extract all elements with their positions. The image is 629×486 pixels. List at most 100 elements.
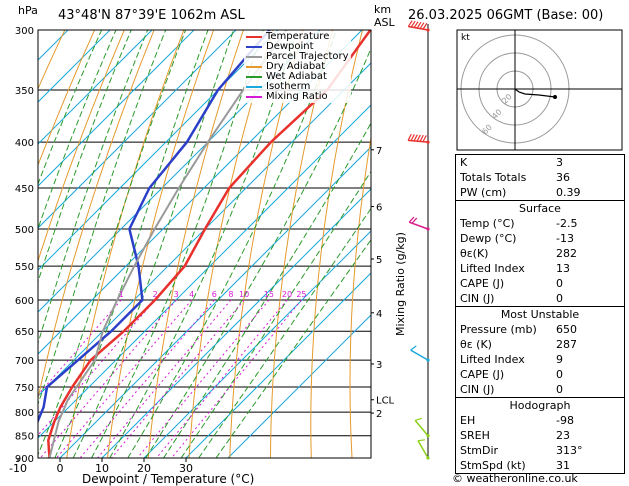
legend-label: Parcel Trajectory (266, 51, 349, 62)
dry-adiabat-line (310, 30, 363, 458)
mixing-ratio-line (38, 299, 156, 436)
legend-item: Wet Adiabat (246, 72, 349, 82)
stat-label: Totals Totals (460, 171, 527, 184)
km-tick-label: 4 (376, 309, 382, 320)
dry-adiabat-line (38, 30, 95, 167)
stat-row: θε (K) 287 (456, 337, 624, 352)
stat-value: -98 (556, 414, 574, 427)
stat-row: Lifted Index 9 (456, 352, 624, 367)
pressure-tick-label: 650 (15, 327, 34, 338)
legend-item: Temperature (246, 32, 349, 42)
isotherm-line (38, 104, 371, 439)
hodograph-units-label: kt (461, 33, 470, 43)
pressure-unit-label: hPa (18, 4, 38, 17)
stat-row: Lifted Index 13 (456, 261, 624, 276)
stat-value: 0 (556, 368, 563, 381)
isotherm-line (143, 230, 371, 458)
legend-label: Isotherm (266, 81, 311, 92)
stat-label: PW (cm) (460, 186, 507, 199)
wind-barb (417, 439, 430, 460)
temperature-tick-label: -10 (9, 462, 27, 475)
mixing-ratio-label: 3 (174, 290, 179, 299)
stat-value: 0 (556, 383, 563, 396)
stat-label: CAPE (J) (460, 368, 505, 381)
stat-row: StmDir 313° (456, 443, 624, 458)
wind-barb (407, 133, 430, 144)
stat-value: 0.39 (556, 186, 581, 199)
mixing-ratio-line (137, 299, 270, 458)
stat-label: Dewp (°C) (460, 232, 517, 245)
stat-value: 282 (556, 247, 577, 260)
legend-label: Dewpoint (266, 41, 314, 52)
km-tick-label: LCL (376, 396, 395, 407)
stat-value: 23 (556, 429, 570, 442)
pressure-tick-label: 400 (15, 138, 34, 149)
temperature-tick-label: 30 (179, 462, 193, 475)
mixing-ratio-line (39, 299, 177, 458)
wet-adiabat-line (145, 47, 371, 458)
x-axis-label: Dewpoint / Temperature (°C) (82, 472, 255, 486)
stat-value: 3 (556, 156, 563, 169)
stat-row: EH -98 (456, 413, 624, 428)
legend-label: Wet Adiabat (266, 71, 327, 82)
stat-value: 9 (556, 353, 563, 366)
km-tick-label: 2 (376, 409, 382, 420)
mixing-ratio-label: 15 (264, 290, 274, 299)
pressure-tick-label: 450 (15, 184, 34, 195)
mixing-ratio-line (97, 299, 232, 458)
mixing-ratio-label: 1 (119, 290, 124, 299)
stat-label: Temp (°C) (460, 217, 515, 230)
stat-label: Lifted Index (460, 262, 525, 275)
wet-adiabat-line (38, 30, 187, 456)
temperature-tick-label: 20 (137, 462, 151, 475)
stat-label: θε (K) (460, 338, 492, 351)
isotherm-line (38, 30, 279, 271)
y-axis-label-right: Mixing Ratio (g/kg) (394, 232, 407, 336)
wind-barb (414, 417, 430, 438)
pressure-tick-label: 600 (15, 296, 34, 307)
stat-value: 13 (556, 262, 570, 275)
wet-adiabat-line (180, 170, 371, 458)
pressure-tick-label: 750 (15, 383, 34, 394)
stat-label: StmSpd (kt) (460, 459, 526, 472)
isotherm-line (38, 30, 111, 103)
wind-barb (408, 216, 430, 231)
stat-row: Totals Totals 36 (456, 170, 624, 185)
hodograph-end-point (553, 95, 557, 99)
stat-row: SREH 23 (456, 428, 624, 443)
stat-value: 0 (556, 292, 563, 305)
stat-label: CIN (J) (460, 292, 495, 305)
wind-barb (410, 345, 430, 362)
isotherm-line (185, 272, 371, 458)
wet-adiabat-line (38, 30, 167, 406)
stat-row: Pressure (mb) 650 (456, 322, 624, 337)
pressure-tick-label: 900 (15, 454, 34, 465)
stat-row: Temp (°C) -2.5 (456, 216, 624, 231)
legend-item: Dry Adiabat (246, 62, 349, 72)
stat-row: PW (cm) 0.39 (456, 185, 624, 200)
dry-adiabat-line (38, 30, 125, 263)
stat-section-title: Surface (456, 200, 624, 216)
datetime-title: 26.03.2025 06GMT (Base: 00) (408, 8, 604, 23)
stat-label: CIN (J) (460, 383, 495, 396)
temperature-tick-label: 10 (95, 462, 109, 475)
km-tick-label: 3 (376, 360, 382, 371)
dry-adiabat-line (425, 30, 452, 458)
wet-adiabat-line (54, 30, 209, 458)
legend-label: Dry Adiabat (266, 61, 326, 72)
legend-item: Parcel Trajectory (246, 52, 349, 62)
isotherm-line (38, 30, 153, 145)
km-tick-label: 5 (376, 255, 382, 266)
hodograph-frame (456, 29, 623, 151)
mixing-ratio-line (79, 299, 215, 458)
dewpoint-profile (38, 30, 271, 424)
isotherm-line (38, 30, 195, 187)
km-tick-label: 6 (376, 203, 382, 214)
stat-row: θε(K) 282 (456, 246, 624, 261)
wet-adiabat-line (38, 30, 149, 345)
stat-value: 313° (556, 444, 583, 457)
mixing-ratio-label: 25 (296, 290, 306, 299)
stat-value: -13 (556, 232, 574, 245)
legend-swatch (246, 46, 262, 48)
